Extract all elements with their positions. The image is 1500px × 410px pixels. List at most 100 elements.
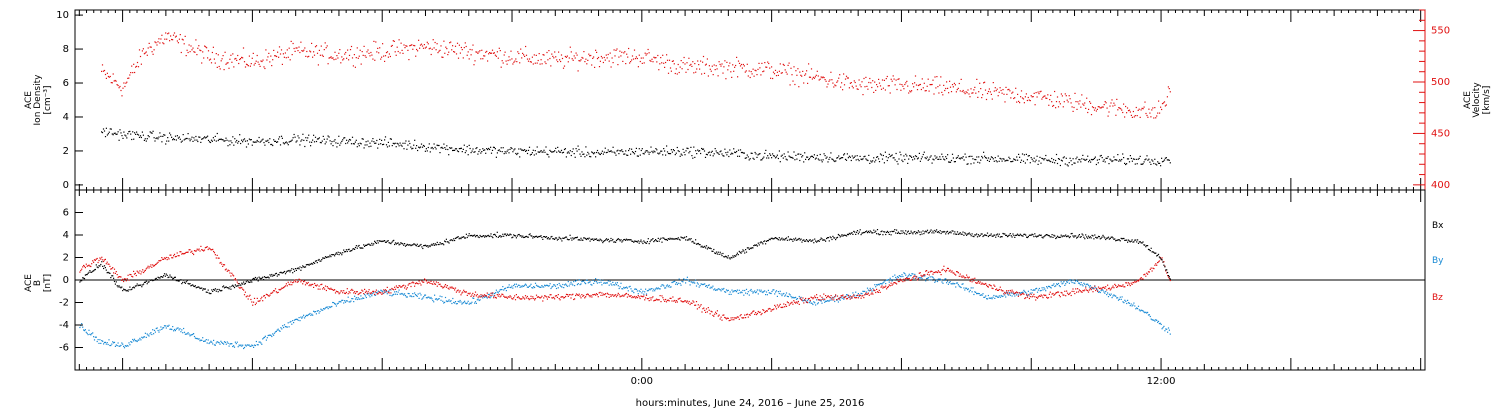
density-series-point xyxy=(626,154,628,156)
by-series-point xyxy=(635,288,638,290)
velocity-series-point xyxy=(345,51,347,54)
density-series-point xyxy=(513,149,515,151)
by-series-point xyxy=(560,285,562,287)
by-series-point xyxy=(471,301,473,303)
velocity-series-point xyxy=(820,76,822,78)
bz-series-point xyxy=(530,295,532,297)
velocity-series-point xyxy=(219,68,221,70)
velocity-series-point xyxy=(241,56,243,58)
by-series-point xyxy=(551,286,553,288)
density-series-point xyxy=(1110,159,1112,161)
by-series-point xyxy=(1088,286,1090,288)
by-series-point xyxy=(107,343,109,346)
by-series-point xyxy=(518,284,520,286)
velocity-series-point xyxy=(534,62,536,64)
velocity-series-point xyxy=(348,59,350,61)
by-series-point xyxy=(911,273,913,275)
bz-series-point xyxy=(455,291,457,293)
bz-series-point xyxy=(808,297,810,300)
density-series-point xyxy=(256,139,258,142)
velocity-series-point xyxy=(495,55,497,57)
by-series-point xyxy=(226,341,228,343)
bz-series-point xyxy=(267,294,269,297)
bz-series-point xyxy=(250,298,252,301)
density-series-point xyxy=(1115,159,1117,161)
bz-series-point xyxy=(1079,290,1081,292)
density-series-point xyxy=(600,152,602,154)
density-series-point xyxy=(1054,162,1056,164)
density-series-point xyxy=(220,138,222,140)
by-series-point xyxy=(90,334,92,336)
bz-series-point xyxy=(521,298,523,300)
density-series-point xyxy=(356,146,358,148)
by-series-point xyxy=(309,312,311,315)
density-series-point xyxy=(481,151,483,153)
by-series-point xyxy=(739,292,741,294)
velocity-series-point xyxy=(693,72,695,74)
velocity-series-point xyxy=(863,77,865,80)
velocity-series-point xyxy=(361,51,363,53)
bz-series-point xyxy=(797,300,799,303)
bz-series-point xyxy=(499,296,501,298)
density-series-point xyxy=(720,150,722,152)
density-series-point xyxy=(228,140,230,142)
by-series-point xyxy=(819,299,821,301)
density-series-point xyxy=(674,154,676,156)
velocity-series-point xyxy=(1115,114,1117,116)
velocity-series-point xyxy=(1126,112,1128,114)
bz-series-point xyxy=(1038,295,1040,297)
bz-series-point xyxy=(440,285,442,287)
velocity-series-point xyxy=(775,75,778,77)
density-series-point xyxy=(578,148,580,151)
by-series-point xyxy=(632,290,634,292)
by-series-point xyxy=(362,297,364,299)
density-series-point xyxy=(1038,160,1040,162)
velocity-series-point xyxy=(642,57,644,59)
by-series-point xyxy=(765,291,768,293)
velocity-series-point xyxy=(234,58,236,60)
bz-series-point xyxy=(285,283,287,285)
velocity-series-point xyxy=(128,77,130,79)
bz-series-point xyxy=(843,296,845,298)
bz-series-point xyxy=(836,299,838,301)
velocity-series-point xyxy=(1033,92,1035,94)
bz-series-point xyxy=(1091,286,1093,289)
velocity-series-point xyxy=(1105,102,1107,104)
bz-series-point xyxy=(502,293,504,296)
velocity-series-point xyxy=(830,71,832,73)
by-series-point xyxy=(970,287,972,289)
velocity-series-point xyxy=(529,61,531,63)
bz-series-point xyxy=(856,297,858,299)
density-series-point xyxy=(1144,159,1146,161)
bz-series-point xyxy=(608,296,610,298)
density-series-point xyxy=(558,150,560,152)
velocity-series-point xyxy=(1096,108,1098,110)
velocity-series-point xyxy=(342,59,344,61)
velocity-series-point xyxy=(771,66,773,68)
density-series-point xyxy=(344,137,346,139)
by-series-point xyxy=(424,294,426,296)
by-series-point xyxy=(727,289,729,291)
by-series-point xyxy=(914,273,916,275)
bz-series-point xyxy=(367,291,369,293)
bz-series-point xyxy=(1050,296,1052,298)
by-series-point xyxy=(163,327,165,329)
by-series-point xyxy=(975,291,977,293)
by-series-point xyxy=(492,293,494,295)
bz-series-point xyxy=(197,249,199,251)
by-series-point xyxy=(908,273,910,275)
by-series-point xyxy=(509,286,511,288)
velocity-series-point xyxy=(122,87,124,89)
by-series-point xyxy=(250,345,252,347)
by-series-point xyxy=(764,290,766,292)
velocity-series-point xyxy=(275,55,277,57)
bz-series-point xyxy=(896,278,899,280)
by-series-point xyxy=(926,278,928,280)
bz-series-point xyxy=(660,301,662,303)
bz-series-point xyxy=(269,294,271,296)
velocity-series-point xyxy=(1042,96,1044,98)
by-series-point xyxy=(747,291,749,293)
bz-series-point xyxy=(1082,289,1084,292)
bz-series-point xyxy=(585,296,587,298)
by-series-point xyxy=(228,345,230,347)
